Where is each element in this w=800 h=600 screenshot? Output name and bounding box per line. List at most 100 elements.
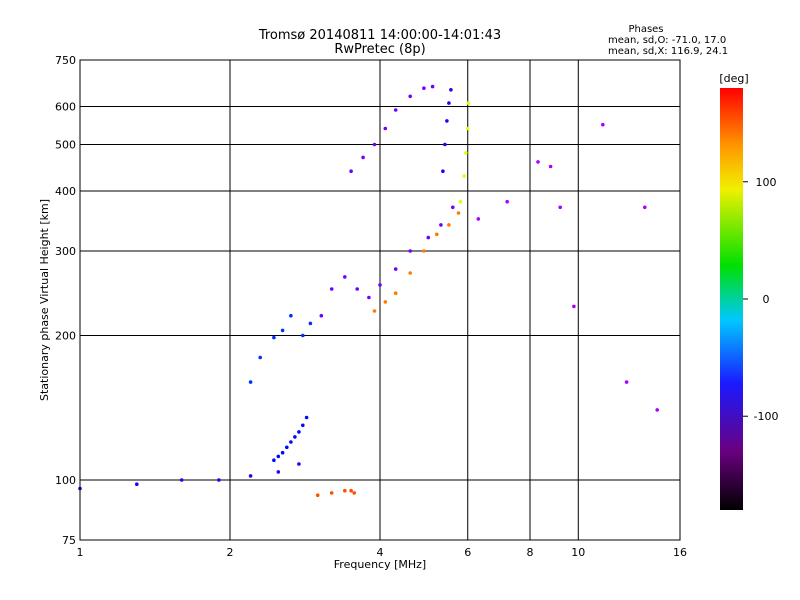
data-point: [548, 164, 553, 169]
data-point: [258, 355, 263, 360]
data-point: [462, 174, 466, 178]
data-point: [430, 84, 435, 89]
data-point: [297, 430, 301, 434]
data-point: [422, 86, 426, 90]
data-point: [355, 287, 360, 291]
phase-note-line1: mean, sd,O: -71.0, 17.0: [608, 35, 726, 46]
x-tick-label: 4: [377, 546, 384, 559]
colorbar: [720, 88, 743, 510]
data-point: [447, 223, 451, 227]
data-point: [456, 211, 461, 215]
data-point: [301, 333, 305, 338]
data-point: [443, 142, 447, 147]
x-tick-label: 6: [464, 546, 471, 559]
data-point: [304, 415, 309, 420]
data-point: [435, 232, 439, 237]
data-point: [343, 275, 347, 279]
data-point: [464, 151, 468, 155]
grid-lines: [80, 60, 680, 540]
plot-frame: [79, 59, 681, 541]
data-point: [319, 313, 324, 318]
data-point: [352, 491, 357, 495]
data-point: [408, 249, 413, 253]
x-tick-label: 10: [571, 546, 585, 559]
y-tick-label: 750: [55, 54, 76, 67]
data-point: [135, 482, 139, 487]
data-point: [655, 408, 659, 412]
data-point: [572, 304, 576, 309]
data-point: [372, 142, 377, 147]
y-tick-label: 600: [55, 101, 76, 114]
data-point: [558, 205, 562, 210]
y-axis-label: Stationary phase Virtual Height [km]: [38, 199, 51, 401]
data-point: [329, 491, 334, 495]
data-point: [536, 160, 540, 164]
data-point: [476, 217, 481, 221]
data-point: [408, 271, 413, 275]
data-point: [383, 300, 388, 304]
data-point: [272, 458, 276, 463]
colorbar-ticks: 100 0 -100: [743, 176, 778, 423]
y-tick-label: 75: [62, 534, 76, 547]
data-point: [408, 94, 413, 99]
x-axis-label: Frequency [MHz]: [334, 558, 426, 571]
data-point: [217, 478, 221, 482]
data-point: [466, 101, 471, 105]
data-point: [449, 88, 453, 92]
data-points: [78, 84, 659, 498]
data-point: [505, 199, 510, 204]
data-point: [367, 295, 371, 300]
data-point: [447, 101, 451, 105]
data-point: [276, 470, 281, 474]
data-point: [289, 440, 293, 444]
data-point: [441, 169, 445, 173]
data-point: [248, 474, 253, 478]
data-point: [280, 450, 285, 455]
x-tick-label: 16: [673, 546, 687, 559]
x-tick-label: 1: [77, 546, 84, 559]
y-tick-label: 300: [55, 245, 76, 258]
data-point: [601, 122, 605, 127]
data-point: [349, 488, 353, 493]
axis-ticks: 1 2 4 6 8 10 16 75 100 200 300 400 500 600 750: [55, 54, 687, 559]
data-point: [349, 169, 353, 173]
data-point: [343, 488, 347, 493]
data-point: [422, 249, 426, 253]
x-tick-label: 8: [527, 546, 534, 559]
y-tick-label: 400: [55, 185, 76, 198]
data-point: [293, 435, 297, 439]
colorbar-label: [deg]: [719, 72, 748, 85]
data-point: [248, 380, 253, 384]
data-point: [308, 321, 313, 326]
y-tick-label: 200: [55, 330, 76, 343]
data-point: [383, 126, 388, 131]
data-point: [458, 199, 463, 204]
data-point: [445, 119, 449, 123]
data-point: [439, 223, 443, 227]
data-point: [465, 126, 470, 131]
y-tick-label: 100: [55, 474, 76, 487]
data-point: [361, 155, 365, 160]
data-point: [301, 423, 305, 428]
data-point: [297, 462, 301, 466]
colorbar-tick-label: -100: [754, 410, 779, 423]
x-tick-label: 2: [227, 546, 234, 559]
colorbar-tick-label: 0: [763, 293, 770, 306]
data-point: [372, 309, 377, 313]
data-point: [378, 283, 382, 287]
data-point: [329, 287, 334, 291]
y-tick-label: 500: [55, 139, 76, 152]
colorbar-tick-label: 100: [756, 176, 777, 189]
data-point: [643, 205, 647, 210]
data-point: [280, 328, 285, 333]
data-point: [451, 205, 455, 210]
data-point: [393, 291, 398, 296]
data-point: [315, 493, 320, 498]
data-point: [285, 445, 289, 450]
data-point: [393, 267, 398, 271]
data-point: [276, 454, 281, 459]
data-point: [179, 478, 184, 482]
data-point: [393, 108, 398, 112]
data-point: [426, 235, 431, 240]
